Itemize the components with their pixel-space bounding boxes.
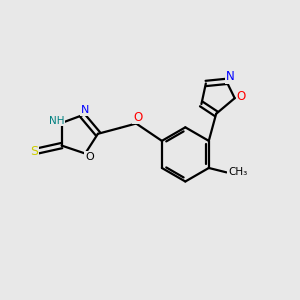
Text: O: O xyxy=(85,152,94,162)
Text: S: S xyxy=(30,145,38,158)
Text: N: N xyxy=(80,105,89,115)
Text: O: O xyxy=(237,90,246,103)
Text: CH₃: CH₃ xyxy=(228,167,247,177)
Text: NH: NH xyxy=(49,116,64,126)
Text: O: O xyxy=(133,110,142,124)
Text: N: N xyxy=(226,70,234,83)
